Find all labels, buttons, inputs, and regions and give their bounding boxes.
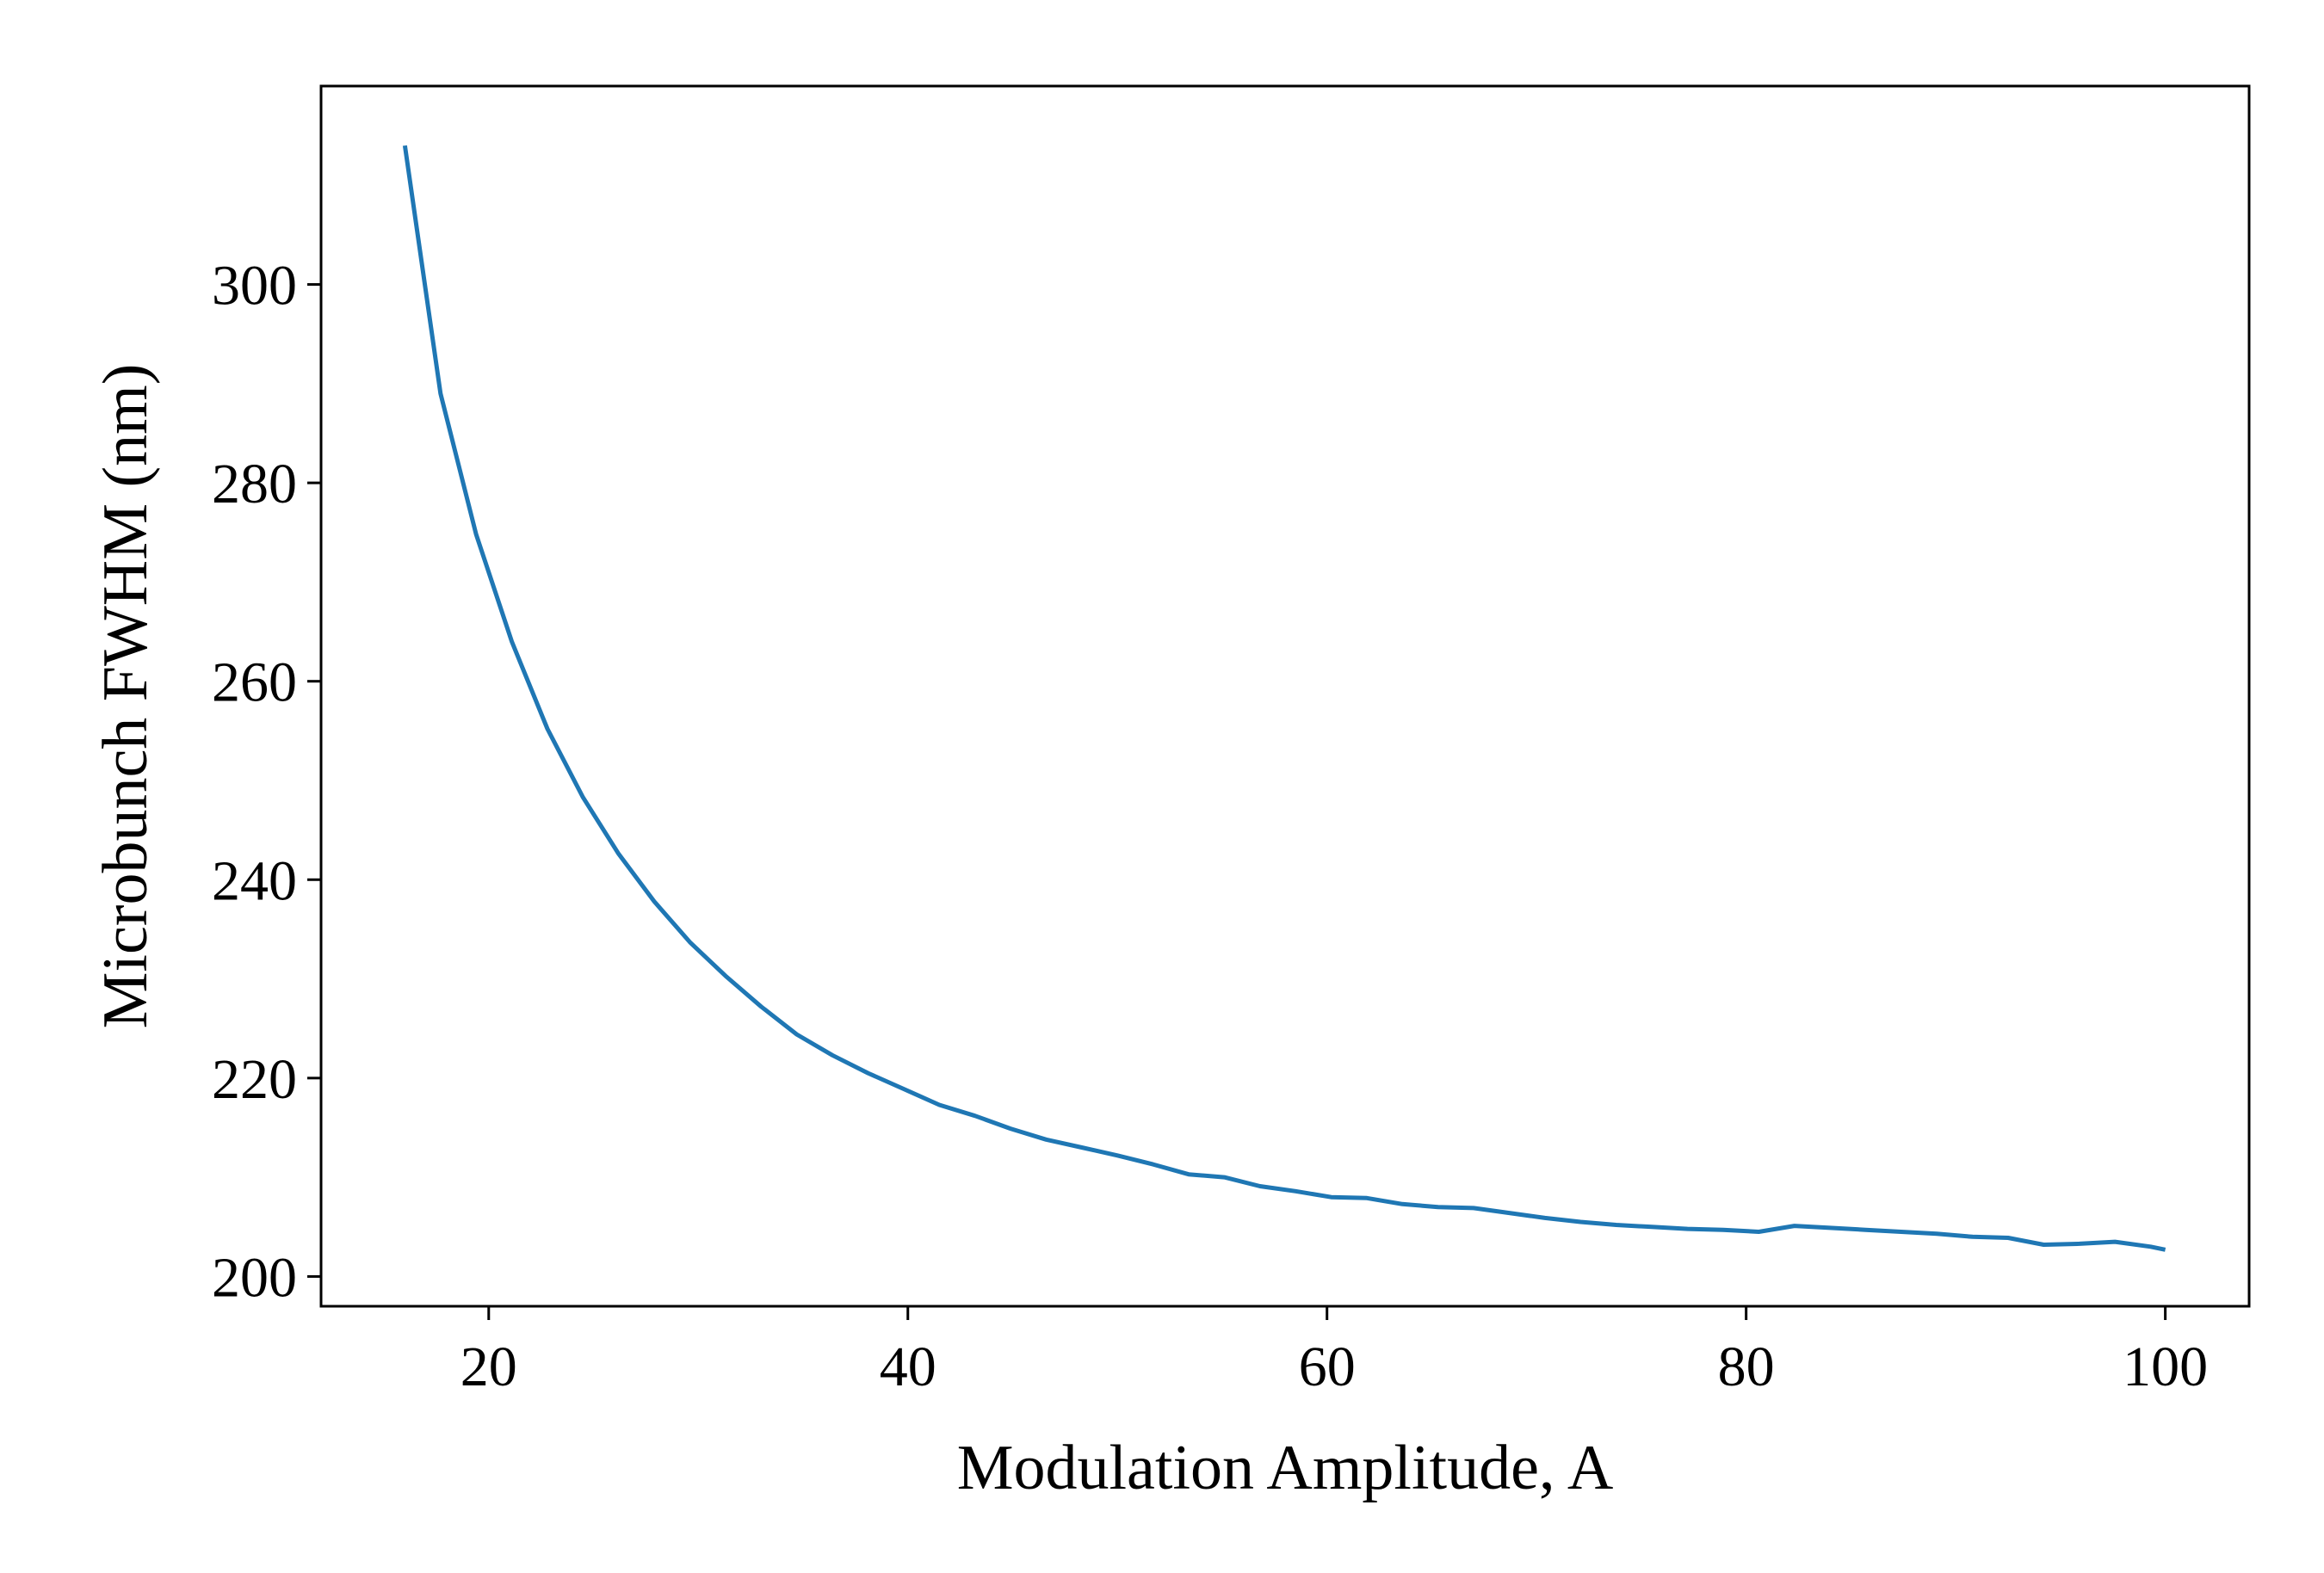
series-layer (402, 145, 2166, 1252)
x-tick-label: 60 (1299, 1336, 1356, 1398)
y-axis-ticks: 200 220 240 260 280 300 (212, 255, 321, 1309)
y-tick-label: 260 (212, 651, 297, 714)
y-tick-label: 200 (212, 1246, 297, 1309)
x-tick-label: 80 (1718, 1336, 1775, 1398)
x-axis-label: Modulation Amplitude, A (957, 1433, 1614, 1503)
x-tick-label: 100 (2123, 1336, 2208, 1398)
x-tick-label: 20 (460, 1336, 517, 1398)
x-axis-ticks: 20 40 60 80 100 (460, 1306, 2208, 1398)
y-tick-label: 240 (212, 849, 297, 912)
plot-frame (319, 84, 2251, 1308)
series-line (402, 145, 2166, 1252)
y-tick-label: 220 (212, 1048, 297, 1111)
x-tick-label: 40 (880, 1336, 936, 1398)
y-tick-label: 300 (212, 255, 297, 318)
y-tick-label: 280 (212, 453, 297, 515)
y-axis-label: Microbunch FWHM (nm) (90, 364, 161, 1029)
